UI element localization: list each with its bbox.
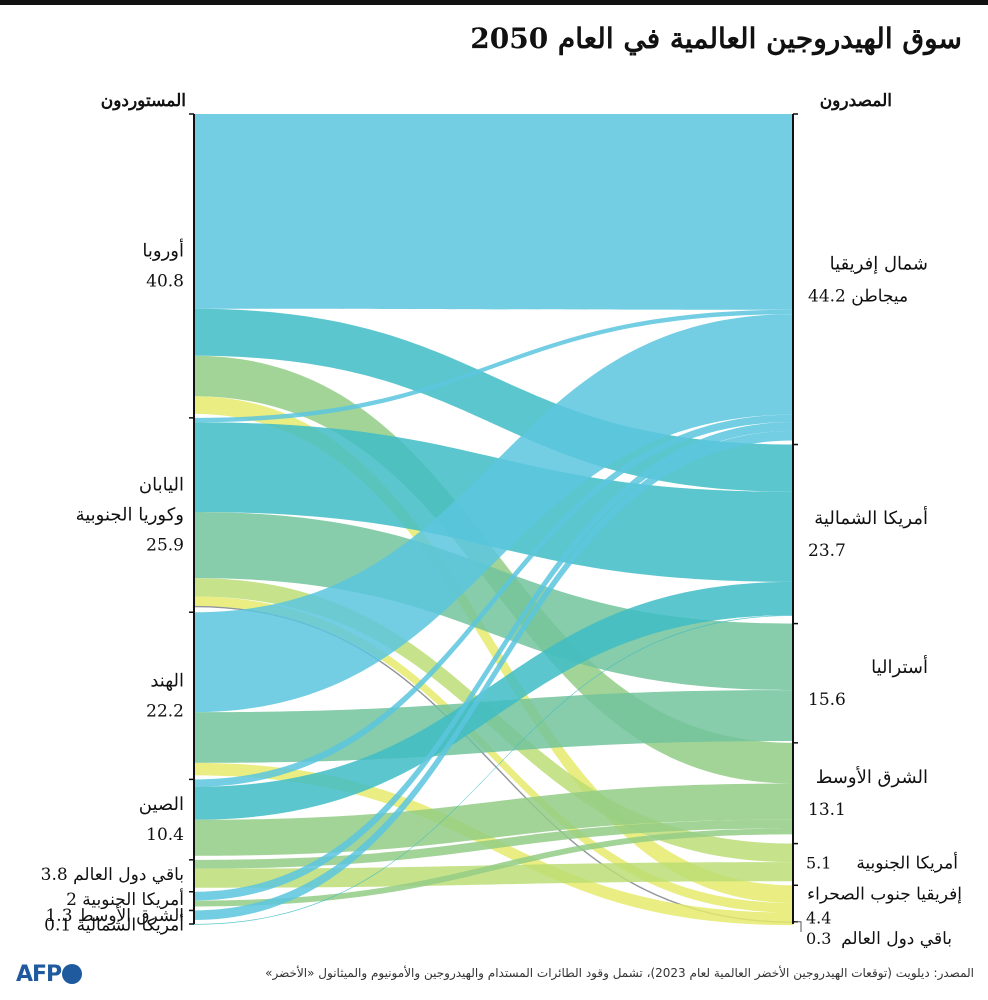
- flow-band: [194, 314, 793, 713]
- importer-label: أوروبا: [142, 238, 184, 261]
- exporter-value: 5.1: [806, 853, 831, 872]
- importer-value: 10.4: [146, 825, 184, 845]
- afp-logo-dot-icon: [62, 964, 83, 984]
- afp-logo-text: AFP: [16, 962, 62, 987]
- importer-label: باقي دول العالم 3.8: [41, 865, 184, 885]
- afp-logo: AFP: [16, 962, 83, 987]
- exporter-label: باقي دول العالم: [841, 929, 952, 949]
- exporter-label: أمريكا الجنوبية: [856, 851, 958, 873]
- flow-band: [194, 581, 793, 820]
- importer-label: الصين: [139, 794, 184, 815]
- leader-line: [795, 921, 802, 932]
- exporter-label: شمال إفريقيا: [830, 253, 928, 274]
- exporter-value: 0.3: [806, 929, 831, 948]
- importer-value: 25.9: [146, 536, 184, 556]
- flow-band: [194, 783, 793, 856]
- importer-label: أمريكا الجنوبية 2: [66, 888, 184, 910]
- importer-label: وكوريا الجنوبية: [76, 505, 184, 526]
- flow-band: [194, 414, 793, 787]
- importer-label: اليابان: [139, 475, 184, 496]
- exporter-value: 15.6: [808, 690, 846, 710]
- importer-value: 22.2: [146, 701, 184, 721]
- exporter-value: 13.1: [808, 800, 846, 820]
- flow-band: [194, 828, 793, 907]
- exporter-label: الشرق الأوسط: [816, 765, 928, 788]
- flow-band: [194, 422, 793, 901]
- importer-label: الهند: [150, 670, 184, 691]
- flow-band: [194, 615, 793, 925]
- flow-band: [194, 430, 793, 920]
- source-note: المصدر: ديلويت (توقعات الهيدروجين الأخضر…: [265, 966, 974, 980]
- flows-layer: [193, 114, 794, 926]
- flow-band: [194, 114, 793, 310]
- importers-header: المستوردون: [101, 91, 186, 111]
- top-rule: [0, 0, 988, 5]
- importer-label: الشرق الأوسط 1.3: [45, 905, 184, 926]
- bars-layer: [189, 113, 798, 925]
- exporter-value: 4.4: [806, 909, 831, 928]
- importer-value: 40.8: [146, 271, 184, 291]
- flow-band: [194, 596, 793, 913]
- exporters-header: المصدرون: [820, 91, 892, 111]
- labels-layer: أوروبا 40.8 اليابان وكوريا الجنوبية 25.9 الهن…: [41, 238, 962, 949]
- exporter-value: 44.2 ميجاطن: [808, 286, 908, 306]
- flow-band: [194, 396, 793, 904]
- flow-band: [194, 309, 793, 423]
- exporter-label: إفريقيا جنوب الصحراء: [807, 885, 962, 905]
- exporter-label: أستراليا: [871, 655, 928, 678]
- importer-label: أمريكا الشمالية 0.1: [44, 913, 184, 935]
- flow-band: [194, 819, 793, 869]
- exporter-label: أمريكا الشمالية: [814, 506, 928, 529]
- exporter-value: 23.7: [808, 541, 846, 561]
- chart-title: سوق الهيدروجين العالمية في العام 2050: [470, 22, 962, 56]
